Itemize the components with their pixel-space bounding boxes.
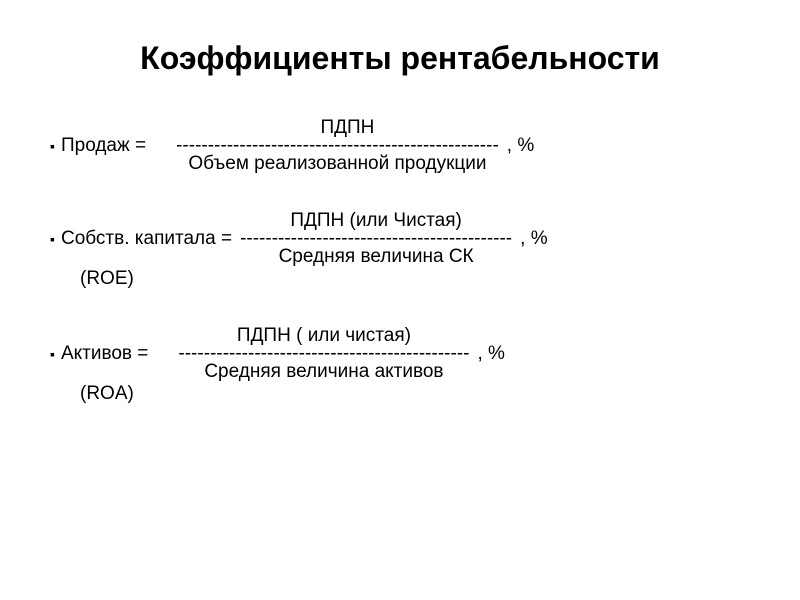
formula-sales: ▪ Продаж = ПДПН ------------------------… [50, 117, 750, 175]
fraction: ПДПН (или Чистая) ----------------------… [240, 210, 512, 268]
bullet-icon: ▪ [50, 132, 55, 160]
fraction: ПДПН ( или чистая) ---------------------… [178, 325, 469, 383]
denominator: Средняя величина СК [240, 246, 512, 268]
fraction: ПДПН -----------------------------------… [176, 117, 499, 175]
percent-unit: , % [520, 225, 547, 253]
fraction-line: ----------------------------------------… [178, 349, 469, 359]
percent-unit: , % [507, 132, 534, 160]
formula-sublabel: (ROE) [80, 268, 134, 290]
denominator: Средняя величина активов [178, 361, 469, 383]
formula-label: Продаж = [61, 132, 146, 160]
formula-label: Собств. капитала = [61, 225, 232, 253]
formula-label: Активов = [61, 340, 148, 368]
page-title: Коэффициенты рентабельности [50, 40, 750, 77]
formula-roe: ▪ Собств. капитала = ПДПН (или Чистая) -… [50, 210, 750, 290]
percent-unit: , % [477, 340, 504, 368]
fraction-line: ----------------------------------------… [176, 141, 499, 151]
bullet-icon: ▪ [50, 340, 55, 368]
bullet-icon: ▪ [50, 225, 55, 253]
fraction-line: ----------------------------------------… [240, 234, 512, 244]
denominator: Объем реализованной продукции [176, 153, 499, 175]
formula-roa: ▪ Активов = ПДПН ( или чистая) ---------… [50, 325, 750, 405]
formula-sublabel: (ROA) [80, 383, 134, 405]
